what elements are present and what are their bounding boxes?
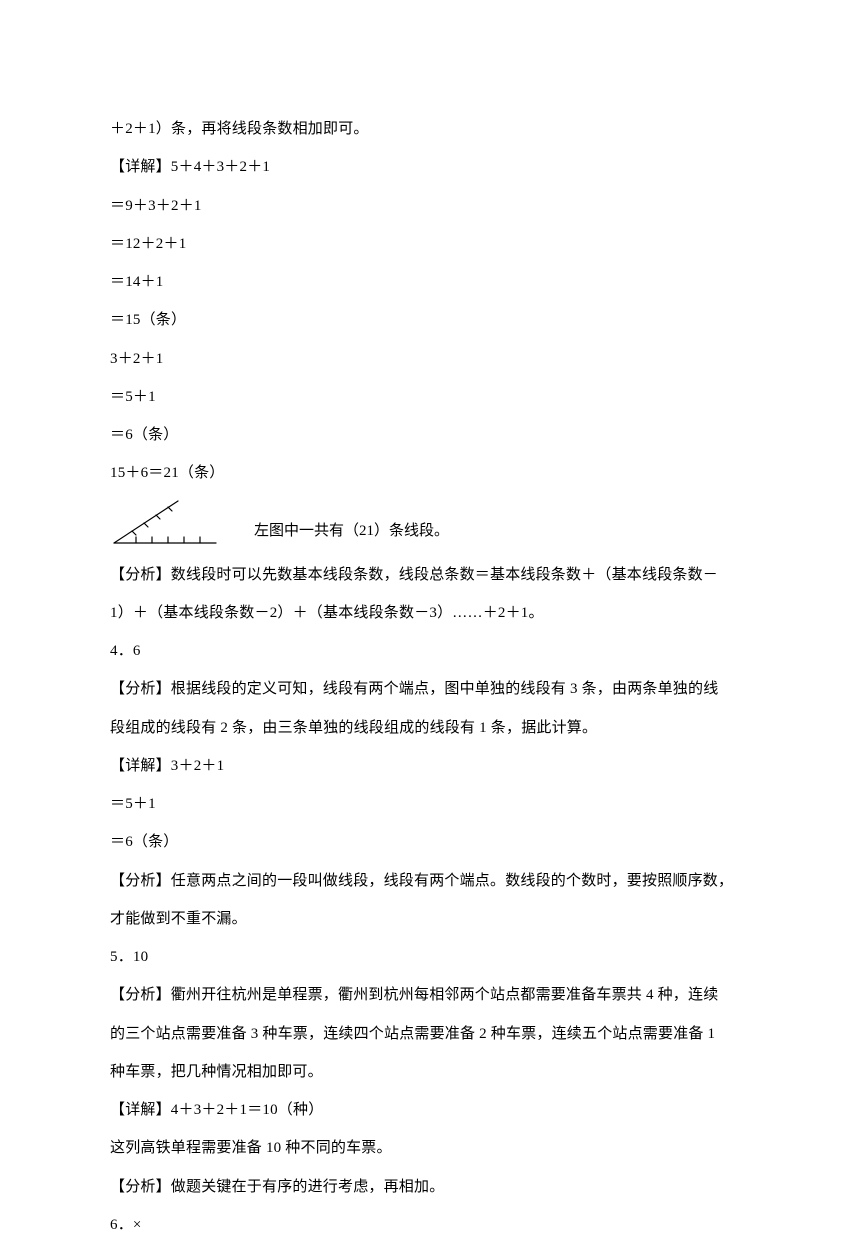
- text-line: 1）＋（基本线段条数－2）＋（基本线段条数－3）……＋2＋1。: [110, 594, 750, 632]
- text-line: ＝5＋1: [110, 785, 750, 823]
- text-line: ＝15（条）: [110, 301, 750, 339]
- text-line: ＝9＋3＋2＋1: [110, 187, 750, 225]
- text-line: 6．×: [110, 1206, 750, 1244]
- text-line: 段组成的线段有 2 条，由三条单独的线段组成的线段有 1 条，据此计算。: [110, 709, 750, 747]
- text-line: ＝12＋2＋1: [110, 225, 750, 263]
- text-line: 3＋2＋1: [110, 340, 750, 378]
- text-line: 【详解】5＋4＋3＋2＋1: [110, 148, 750, 186]
- text-line: ＝6（条）: [110, 416, 750, 454]
- text-line: ＝14＋1: [110, 263, 750, 301]
- document-content: ＋2＋1）条，再将线段条数相加即可。 【详解】5＋4＋3＋2＋1 ＝9＋3＋2＋…: [110, 110, 750, 1244]
- text-line: 才能做到不重不漏。: [110, 900, 750, 938]
- text-line: 种车票，把几种情况相加即可。: [110, 1053, 750, 1091]
- text-line: 的三个站点需要准备 3 种车票，连续四个站点需要准备 2 种车票，连续五个站点需…: [110, 1015, 750, 1053]
- text-line: ＋2＋1）条，再将线段条数相加即可。: [110, 110, 750, 148]
- text-line: ＝5＋1: [110, 378, 750, 416]
- line-segment-diagram: [110, 497, 218, 552]
- text-line: 【分析】衢州开往杭州是单程票，衢州到杭州每相邻两个站点都需要准备车票共 4 种，…: [110, 976, 750, 1014]
- text-line: 5．10: [110, 938, 750, 976]
- text-line: 【分析】任意两点之间的一段叫做线段，线段有两个端点。数线段的个数时，要按照顺序数…: [110, 862, 750, 900]
- diagram-row: 左图中一共有（21）条线段。: [110, 497, 750, 552]
- text-line: 【详解】3＋2＋1: [110, 747, 750, 785]
- text-line: 这列高铁单程需要准备 10 种不同的车票。: [110, 1129, 750, 1167]
- text-line: 15＋6＝21（条）: [110, 454, 750, 492]
- text-line: 【详解】4＋3＋2＋1＝10（种）: [110, 1091, 750, 1129]
- text-line: 【分析】做题关键在于有序的进行考虑，再相加。: [110, 1168, 750, 1206]
- text-line: ＝6（条）: [110, 823, 750, 861]
- diagram-caption: 左图中一共有（21）条线段。: [254, 519, 449, 552]
- text-line: 4．6: [110, 632, 750, 670]
- text-line: 【分析】数线段时可以先数基本线段条数，线段总条数＝基本线段条数＋（基本线段条数－: [110, 556, 750, 594]
- text-line: 【分析】根据线段的定义可知，线段有两个端点，图中单独的线段有 3 条，由两条单独…: [110, 670, 750, 708]
